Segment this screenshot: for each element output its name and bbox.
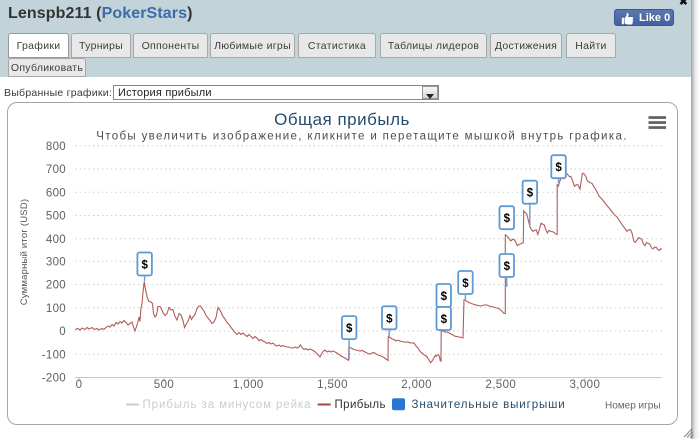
svg-text:600: 600 (46, 187, 66, 199)
svg-text:1,500: 1,500 (317, 379, 348, 391)
svg-text:Номер игры: Номер игры (605, 401, 661, 412)
svg-text:Прибыль за минусом рейка: Прибыль за минусом рейка (143, 399, 312, 411)
svg-text:Суммарный итог (USD): Суммарный итог (USD) (19, 199, 30, 305)
svg-text:500: 500 (154, 379, 174, 391)
svg-text:$: $ (141, 260, 148, 272)
svg-text:Прибыль: Прибыль (335, 399, 386, 411)
svg-text:$: $ (441, 291, 448, 303)
svg-text:0: 0 (59, 326, 66, 338)
svg-text:100: 100 (46, 303, 66, 315)
svg-text:1,000: 1,000 (233, 379, 264, 391)
svg-text:800: 800 (46, 141, 66, 153)
svg-text:Общая прибыль: Общая прибыль (274, 110, 410, 129)
svg-text:Чтобы увеличить изображение, к: Чтобы увеличить изображение, кликните и … (96, 131, 628, 143)
svg-text:0: 0 (76, 379, 83, 391)
svg-text:200: 200 (46, 280, 66, 292)
svg-text:Значительные выигрыши: Значительные выигрыши (412, 399, 566, 411)
svg-text:400: 400 (46, 234, 66, 246)
svg-text:-100: -100 (42, 349, 66, 361)
svg-text:-200: -200 (42, 373, 66, 385)
svg-text:500: 500 (46, 211, 66, 223)
svg-text:700: 700 (46, 164, 66, 176)
svg-text:300: 300 (46, 256, 66, 268)
svg-text:$: $ (504, 261, 511, 273)
svg-text:$: $ (527, 188, 534, 200)
svg-text:$: $ (555, 162, 562, 174)
svg-text:$: $ (504, 213, 511, 225)
svg-text:$: $ (462, 278, 469, 290)
svg-text:2,000: 2,000 (401, 379, 432, 391)
svg-text:$: $ (346, 323, 353, 335)
svg-text:3,000: 3,000 (570, 379, 601, 391)
svg-text:$: $ (441, 314, 448, 326)
svg-text:2,500: 2,500 (485, 379, 516, 391)
svg-text:$: $ (386, 313, 393, 325)
